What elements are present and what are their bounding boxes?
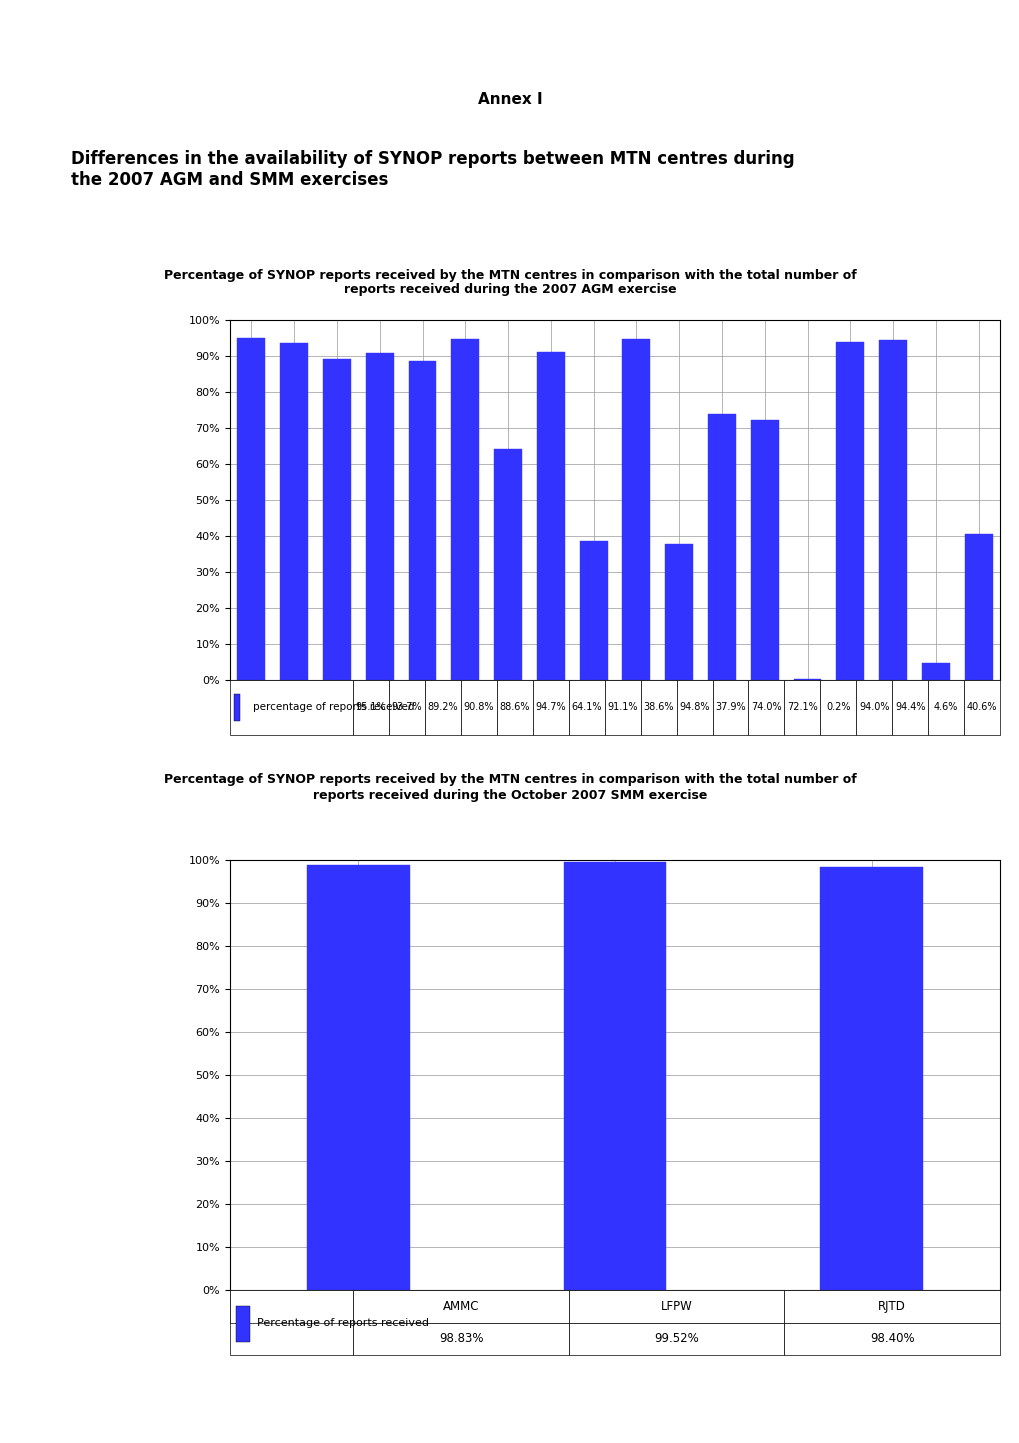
Text: 93.7%: 93.7%	[391, 703, 422, 713]
Bar	[353, 1290, 569, 1322]
Bar	[569, 1290, 784, 1322]
Bar	[622, 339, 650, 680]
Bar	[280, 342, 308, 680]
Text: 95.1%: 95.1%	[356, 703, 386, 713]
Text: 88.6%: 88.6%	[499, 703, 530, 713]
Bar	[819, 867, 922, 1290]
Bar	[784, 1290, 999, 1322]
Bar	[750, 420, 777, 680]
Text: 0.2%: 0.2%	[825, 703, 850, 713]
Bar	[604, 680, 640, 734]
Bar	[366, 354, 393, 680]
Text: 64.1%: 64.1%	[571, 703, 601, 713]
Text: 89.2%: 89.2%	[427, 703, 458, 713]
Text: 94.0%: 94.0%	[858, 703, 889, 713]
Bar	[237, 338, 265, 680]
Bar	[676, 680, 712, 734]
Bar	[712, 680, 748, 734]
Text: 72.1%: 72.1%	[787, 703, 817, 713]
Text: LFPW: LFPW	[660, 1300, 692, 1313]
Text: 99.52%: 99.52%	[653, 1332, 698, 1345]
Bar	[461, 680, 496, 734]
Bar	[389, 680, 425, 734]
Text: Percentage of SYNOP reports received by the MTN centres in comparison with the t: Percentage of SYNOP reports received by …	[163, 773, 856, 801]
Bar	[819, 680, 855, 734]
Bar	[579, 541, 607, 680]
Bar	[707, 414, 735, 680]
Bar	[569, 1322, 784, 1355]
Bar	[236, 1306, 250, 1342]
Bar	[496, 680, 532, 734]
Bar	[353, 680, 389, 734]
Text: 4.6%: 4.6%	[933, 703, 957, 713]
Bar	[836, 342, 863, 680]
Bar	[664, 544, 692, 680]
Text: 90.8%: 90.8%	[464, 703, 494, 713]
Bar	[784, 680, 819, 734]
Text: 94.4%: 94.4%	[894, 703, 924, 713]
Text: AMMC: AMMC	[442, 1300, 479, 1313]
Text: RJTD: RJTD	[877, 1300, 905, 1313]
Bar	[353, 1322, 569, 1355]
Text: Percentage of reports received: Percentage of reports received	[257, 1317, 429, 1328]
Text: 98.40%: 98.40%	[869, 1332, 914, 1345]
Text: 94.7%: 94.7%	[535, 703, 566, 713]
Bar	[784, 1322, 999, 1355]
Bar	[451, 339, 479, 680]
Text: 74.0%: 74.0%	[750, 703, 781, 713]
Bar	[878, 341, 906, 680]
Text: percentage of reports received: percentage of reports received	[253, 703, 414, 713]
Bar	[307, 864, 410, 1290]
Bar	[532, 680, 569, 734]
Bar	[323, 359, 351, 680]
Bar	[892, 680, 927, 734]
Bar	[229, 1290, 353, 1322]
Text: 38.6%: 38.6%	[643, 703, 674, 713]
Text: Annex I: Annex I	[477, 92, 542, 107]
Bar	[229, 680, 353, 734]
Bar	[493, 449, 522, 680]
Bar	[963, 680, 999, 734]
Bar	[425, 680, 461, 734]
Bar	[536, 352, 565, 680]
Bar	[855, 680, 892, 734]
Text: 40.6%: 40.6%	[966, 703, 997, 713]
Bar	[409, 361, 436, 680]
Bar	[564, 861, 665, 1290]
Bar	[233, 694, 239, 722]
Bar	[921, 664, 949, 680]
Text: 94.8%: 94.8%	[679, 703, 709, 713]
Bar	[927, 680, 963, 734]
Bar	[640, 680, 676, 734]
Bar	[569, 680, 604, 734]
Text: 98.83%: 98.83%	[438, 1332, 483, 1345]
Bar	[964, 534, 991, 680]
Text: Differences in the availability of SYNOP reports between MTN centres during
the : Differences in the availability of SYNOP…	[71, 150, 794, 189]
Text: 37.9%: 37.9%	[714, 703, 745, 713]
Bar	[748, 680, 784, 734]
Bar	[229, 1290, 353, 1355]
Text: 91.1%: 91.1%	[607, 703, 637, 713]
Text: Percentage of SYNOP reports received by the MTN centres in comparison with the t: Percentage of SYNOP reports received by …	[163, 268, 856, 296]
